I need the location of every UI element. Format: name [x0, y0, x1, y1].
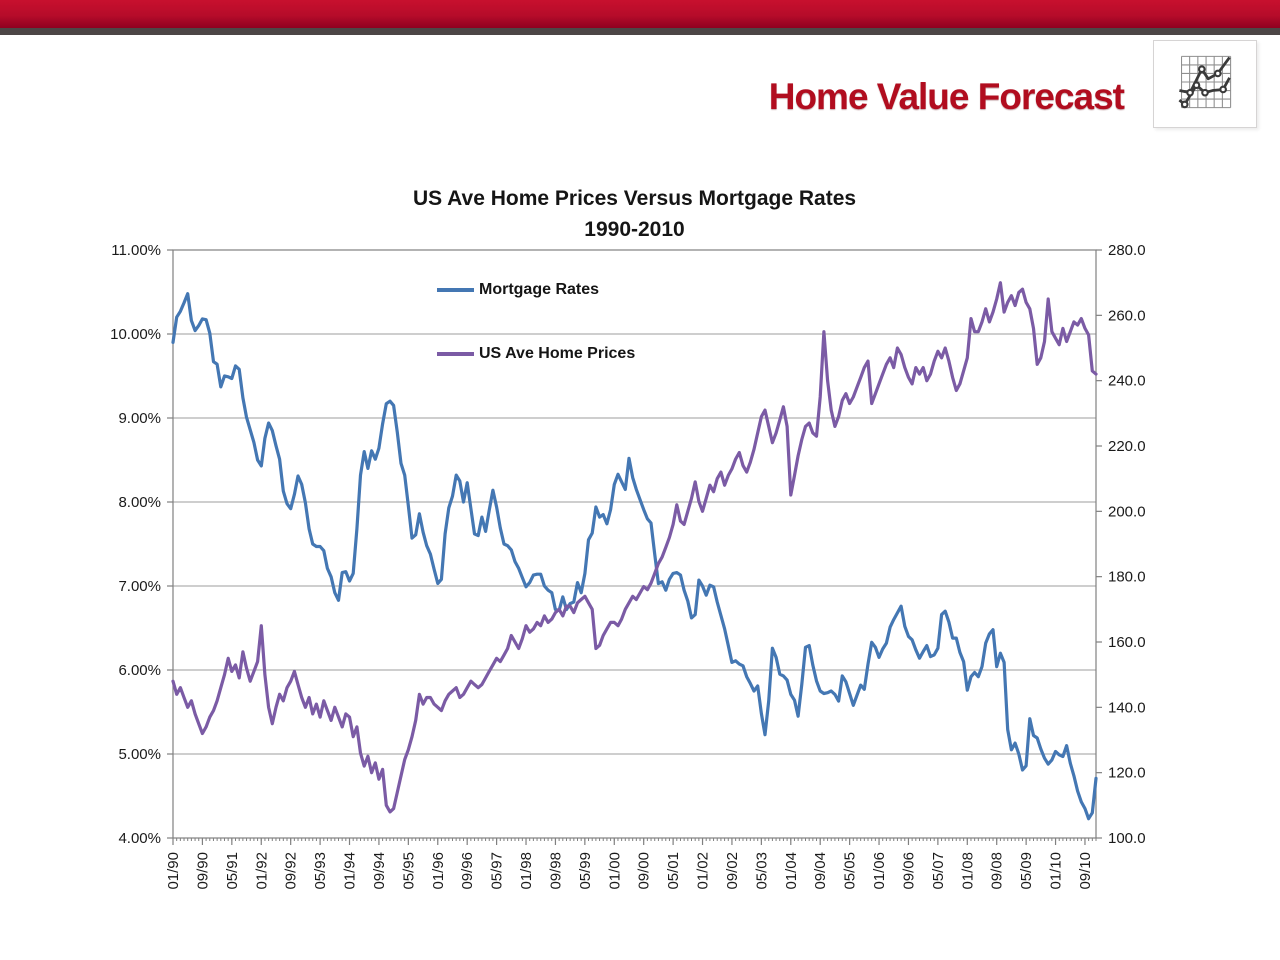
x-axis-tick-label: 09/90 [194, 852, 211, 890]
x-axis-tick-label: 09/10 [1077, 852, 1094, 890]
series-line-mortgage-rates [171, 292, 1098, 821]
right-axis-tick-label: 280.0 [1108, 242, 1146, 259]
brand-logo-card [1153, 40, 1257, 128]
right-axis-tick-label: 100.0 [1108, 830, 1146, 847]
x-axis-tick-label: 01/94 [342, 852, 359, 890]
x-axis-tick-label: 09/06 [900, 852, 917, 890]
left-axis-tick-label: 9.00% [118, 410, 161, 427]
brand-title: Home Value Forecast [768, 76, 1125, 117]
x-axis-tick-label: 01/06 [871, 852, 888, 890]
x-axis-tick-label: 05/91 [224, 852, 241, 890]
top-accent-bar [0, 0, 1280, 28]
x-axis-tick-label: 05/95 [400, 852, 417, 890]
x-axis-tick-label: 05/07 [930, 852, 947, 890]
left-axis-tick-label: 8.00% [118, 494, 161, 511]
series-line-us-ave-home-prices [171, 281, 1098, 814]
line-chart-icon [1173, 49, 1237, 120]
x-axis-tick-label: 05/09 [1018, 852, 1035, 890]
legend-swatch-mortgage-rates [437, 288, 474, 292]
chart-subtitle: 1990-2010 [584, 218, 685, 241]
x-axis-tick-label: 01/98 [518, 852, 535, 890]
left-axis-tick-label: 5.00% [118, 746, 161, 763]
x-axis-tick-label: 01/00 [606, 852, 623, 890]
x-axis-tick-label: 09/94 [371, 852, 388, 890]
x-axis-tick-label: 01/96 [430, 852, 447, 890]
x-axis-tick-label: 05/01 [665, 852, 682, 890]
chart-title-block: US Ave Home Prices Versus Mortgage Rates… [173, 183, 1096, 245]
x-axis-tick-label: 05/97 [489, 852, 506, 890]
legend-label-home-prices: US Ave Home Prices [479, 345, 636, 362]
left-axis-tick-label: 7.00% [118, 578, 161, 595]
right-axis-tick-label: 180.0 [1108, 569, 1146, 586]
x-axis-tick-label: 09/92 [283, 852, 300, 890]
right-axis-tick-label: 220.0 [1108, 438, 1146, 455]
x-axis-tick-label: 09/96 [459, 852, 476, 890]
x-axis-tick-label: 01/10 [1048, 852, 1065, 890]
plot-border [172, 249, 1097, 839]
legend-item-home-prices: US Ave Home Prices [437, 342, 635, 366]
top-divider-bar [0, 28, 1280, 35]
right-axis-tick-label: 240.0 [1108, 373, 1146, 390]
right-axis-tick-label: 200.0 [1108, 503, 1146, 520]
x-axis-tick-label: 05/99 [577, 852, 594, 890]
x-axis-tick-label: 01/02 [695, 852, 712, 890]
x-axis-tick-label: 09/08 [989, 852, 1006, 890]
left-axis-tick-label: 6.00% [118, 662, 161, 679]
legend-item-mortgage-rates: Mortgage Rates [437, 278, 635, 302]
chart-legend: Mortgage Rates US Ave Home Prices [437, 278, 635, 406]
x-axis-tick-label: 05/93 [312, 852, 329, 890]
x-axis-tick-label: 09/00 [636, 852, 653, 890]
x-axis-tick-label: 01/92 [253, 852, 270, 890]
x-axis-tick-label: 01/90 [165, 852, 182, 890]
chart-title: US Ave Home Prices Versus Mortgage Rates [412, 187, 857, 210]
x-axis-tick-label: 01/04 [783, 852, 800, 890]
right-axis-tick-label: 140.0 [1108, 699, 1146, 716]
right-axis-tick-label: 160.0 [1108, 634, 1146, 651]
left-axis-tick-label: 11.00% [111, 242, 161, 259]
right-axis-tick-label: 260.0 [1108, 307, 1146, 324]
x-axis-tick-label: 05/05 [842, 852, 859, 890]
x-axis-tick-label: 09/98 [547, 852, 564, 890]
x-axis-tick-label: 05/03 [753, 852, 770, 890]
left-axis-tick-label: 4.00% [118, 830, 161, 847]
left-axis-tick-label: 10.00% [110, 326, 161, 343]
x-axis-tick-label: 01/08 [959, 852, 976, 890]
x-axis-tick-label: 09/04 [812, 852, 829, 890]
legend-swatch-home-prices [437, 352, 474, 356]
x-axis-tick-label: 09/02 [724, 852, 741, 890]
legend-label-mortgage-rates: Mortgage Rates [479, 281, 600, 298]
right-axis-tick-label: 120.0 [1108, 765, 1146, 782]
